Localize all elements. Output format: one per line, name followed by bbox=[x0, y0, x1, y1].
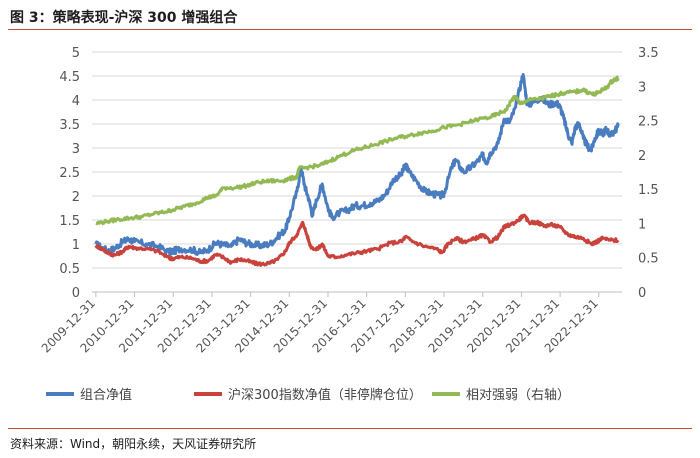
legend-label-1: 组合净值 bbox=[80, 387, 132, 403]
source-bar: 资料来源：Wind，朝阳永续，天风证券研究所 bbox=[8, 428, 692, 455]
right-axis-ticks: 0 0.5 1 1.5 2 2.5 3 3.5 bbox=[638, 46, 659, 301]
series-line-2 bbox=[94, 213, 620, 267]
right-tick-label: 0.5 bbox=[638, 252, 659, 267]
left-tick-label: 3.5 bbox=[59, 118, 80, 133]
chart-title: 图 3：策略表现-沪深 300 增强组合 bbox=[10, 10, 238, 26]
right-tick-label: 0 bbox=[638, 286, 646, 301]
left-tick-label: 1 bbox=[72, 238, 80, 253]
left-tick-label: 1.5 bbox=[59, 214, 80, 229]
x-axis-ticks: 2009-12-312010-12-312011-12-312012-12-31… bbox=[39, 292, 601, 355]
legend-label-3: 相对强弱（右轴） bbox=[466, 388, 570, 403]
left-tick-label: 2.5 bbox=[59, 166, 80, 181]
right-tick-label: 3.5 bbox=[638, 46, 659, 61]
right-tick-label: 2 bbox=[638, 149, 646, 164]
right-tick-label: 1 bbox=[638, 217, 646, 232]
left-tick-label: 0 bbox=[72, 286, 80, 301]
title-bar: 图 3：策略表现-沪深 300 增强组合 bbox=[8, 5, 692, 30]
left-tick-label: 3 bbox=[72, 142, 80, 157]
left-tick-label: 5 bbox=[72, 46, 80, 61]
series-line-3 bbox=[95, 75, 620, 226]
legend: 组合净值 沪深300指数净值（非停牌仓位） 相对强弱（右轴） bbox=[46, 387, 570, 403]
right-tick-label: 3 bbox=[638, 80, 646, 95]
right-tick-label: 2.5 bbox=[638, 115, 659, 130]
source-note: 资料来源：Wind，朝阳永续，天风证券研究所 bbox=[10, 437, 257, 451]
left-tick-label: 4 bbox=[72, 94, 80, 109]
series-line-1 bbox=[94, 73, 620, 256]
series-lines bbox=[94, 73, 620, 267]
legend-label-2: 沪深300指数净值（非停牌仓位） bbox=[228, 387, 422, 403]
grid bbox=[92, 51, 622, 293]
left-tick-label: 2 bbox=[72, 190, 80, 205]
right-tick-label: 1.5 bbox=[638, 183, 659, 198]
left-axis-ticks: 0 0.5 1 1.5 2 2.5 3 3.5 4 4.5 5 bbox=[59, 46, 80, 301]
left-tick-label: 0.5 bbox=[59, 262, 80, 277]
chart: 0 0.5 1 1.5 2 2.5 3 3.5 4 4.5 5 0 0.5 1 1.5 2 2.5 3 3.5 2… bbox=[39, 46, 659, 403]
left-tick-label: 4.5 bbox=[59, 70, 80, 85]
